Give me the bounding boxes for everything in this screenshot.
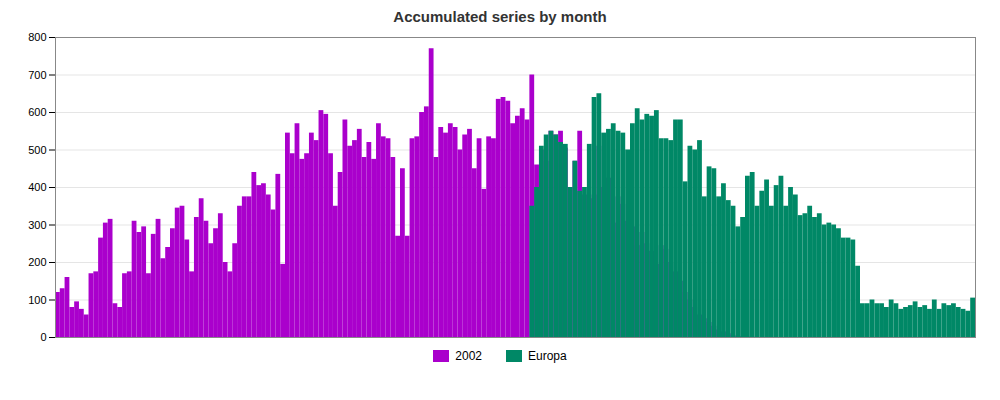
html-text:Accumulated series by month: Accumulated series by month [393, 8, 607, 25]
svg-text:400: 400 [28, 181, 46, 193]
svg-text:100: 100 [28, 294, 46, 306]
svg-text:700: 700 [28, 69, 46, 81]
svg-text:600: 600 [28, 106, 46, 118]
svg-text:0: 0 [40, 331, 46, 343]
svg-text:200: 200 [28, 256, 46, 268]
svg-text:800: 800 [28, 31, 46, 43]
svg-text:500: 500 [28, 144, 46, 156]
html-text:Europa: Europa [528, 349, 567, 363]
html-text:2002: 2002 [455, 349, 482, 363]
svg-text:300: 300 [28, 219, 46, 231]
